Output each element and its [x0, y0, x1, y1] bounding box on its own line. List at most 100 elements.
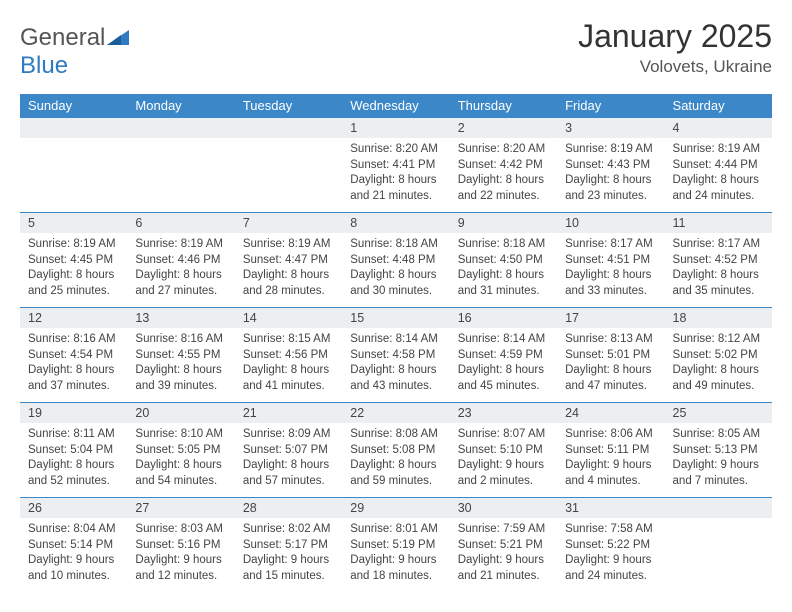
- sunrise-line: Sunrise: 8:13 AM: [565, 332, 656, 348]
- sunset-line: Sunset: 5:10 PM: [458, 443, 549, 459]
- day-header: Tuesday: [235, 94, 342, 118]
- sunrise-line: Sunrise: 8:11 AM: [28, 427, 119, 443]
- daylight-line: Daylight: 9 hours and 15 minutes.: [243, 553, 334, 584]
- day-number-cell: 15: [342, 308, 449, 329]
- daylight-line: Daylight: 8 hours and 28 minutes.: [243, 268, 334, 299]
- day-number-cell: 10: [557, 213, 664, 234]
- sunrise-line: Sunrise: 8:15 AM: [243, 332, 334, 348]
- sunset-line: Sunset: 4:48 PM: [350, 253, 441, 269]
- sunset-line: Sunset: 5:21 PM: [458, 538, 549, 554]
- day-content-cell: Sunrise: 8:16 AMSunset: 4:54 PMDaylight:…: [20, 328, 127, 403]
- daylight-line: Daylight: 8 hours and 52 minutes.: [28, 458, 119, 489]
- daylight-line: Daylight: 9 hours and 10 minutes.: [28, 553, 119, 584]
- week-content-row: Sunrise: 8:19 AMSunset: 4:45 PMDaylight:…: [20, 233, 772, 308]
- day-number-cell: 27: [127, 498, 234, 519]
- day-header: Saturday: [665, 94, 772, 118]
- daylight-line: Daylight: 8 hours and 27 minutes.: [135, 268, 226, 299]
- daylight-line: Daylight: 8 hours and 24 minutes.: [673, 173, 764, 204]
- header: GeneralBlue January 2025 Volovets, Ukrai…: [20, 18, 772, 80]
- day-number-cell: 24: [557, 403, 664, 424]
- daylight-line: Daylight: 8 hours and 22 minutes.: [458, 173, 549, 204]
- month-title: January 2025: [578, 18, 772, 55]
- day-content-cell: Sunrise: 8:05 AMSunset: 5:13 PMDaylight:…: [665, 423, 772, 498]
- day-content-cell: Sunrise: 8:07 AMSunset: 5:10 PMDaylight:…: [450, 423, 557, 498]
- sunset-line: Sunset: 4:56 PM: [243, 348, 334, 364]
- logo: GeneralBlue: [20, 24, 129, 80]
- day-number-cell: 2: [450, 118, 557, 139]
- daylight-line: Daylight: 8 hours and 57 minutes.: [243, 458, 334, 489]
- sunset-line: Sunset: 4:42 PM: [458, 158, 549, 174]
- day-content-cell: Sunrise: 8:17 AMSunset: 4:52 PMDaylight:…: [665, 233, 772, 308]
- day-number-cell: [665, 498, 772, 519]
- logo-text: GeneralBlue: [20, 24, 129, 80]
- day-number-cell: 26: [20, 498, 127, 519]
- day-number-cell: 28: [235, 498, 342, 519]
- day-number-cell: 11: [665, 213, 772, 234]
- sunrise-line: Sunrise: 8:19 AM: [243, 237, 334, 253]
- day-number-cell: 20: [127, 403, 234, 424]
- sunset-line: Sunset: 4:52 PM: [673, 253, 764, 269]
- sunset-line: Sunset: 5:13 PM: [673, 443, 764, 459]
- sunrise-line: Sunrise: 8:07 AM: [458, 427, 549, 443]
- day-number-cell: 6: [127, 213, 234, 234]
- day-content-cell: Sunrise: 8:19 AMSunset: 4:44 PMDaylight:…: [665, 138, 772, 213]
- day-content-cell: Sunrise: 8:18 AMSunset: 4:50 PMDaylight:…: [450, 233, 557, 308]
- day-number-cell: 14: [235, 308, 342, 329]
- day-content-cell: Sunrise: 8:01 AMSunset: 5:19 PMDaylight:…: [342, 518, 449, 592]
- sunrise-line: Sunrise: 8:19 AM: [673, 142, 764, 158]
- day-content-cell: Sunrise: 7:58 AMSunset: 5:22 PMDaylight:…: [557, 518, 664, 592]
- daylight-line: Daylight: 8 hours and 45 minutes.: [458, 363, 549, 394]
- day-content-cell: Sunrise: 8:19 AMSunset: 4:47 PMDaylight:…: [235, 233, 342, 308]
- sunrise-line: Sunrise: 8:08 AM: [350, 427, 441, 443]
- day-number-cell: [235, 118, 342, 139]
- day-content-cell: Sunrise: 8:17 AMSunset: 4:51 PMDaylight:…: [557, 233, 664, 308]
- day-content-cell: Sunrise: 8:20 AMSunset: 4:42 PMDaylight:…: [450, 138, 557, 213]
- calendar-head: SundayMondayTuesdayWednesdayThursdayFrid…: [20, 94, 772, 118]
- day-header: Sunday: [20, 94, 127, 118]
- sunset-line: Sunset: 4:47 PM: [243, 253, 334, 269]
- logo-word-a: General: [20, 24, 105, 51]
- sunrise-line: Sunrise: 8:18 AM: [458, 237, 549, 253]
- day-number-cell: 4: [665, 118, 772, 139]
- daylight-line: Daylight: 8 hours and 47 minutes.: [565, 363, 656, 394]
- sunrise-line: Sunrise: 8:14 AM: [458, 332, 549, 348]
- daylight-line: Daylight: 8 hours and 49 minutes.: [673, 363, 764, 394]
- day-number-cell: 16: [450, 308, 557, 329]
- sunrise-line: Sunrise: 8:12 AM: [673, 332, 764, 348]
- day-number-cell: 30: [450, 498, 557, 519]
- day-number-cell: 7: [235, 213, 342, 234]
- sunset-line: Sunset: 5:08 PM: [350, 443, 441, 459]
- sunset-line: Sunset: 4:50 PM: [458, 253, 549, 269]
- daylight-line: Daylight: 9 hours and 18 minutes.: [350, 553, 441, 584]
- day-number-cell: 13: [127, 308, 234, 329]
- sunrise-line: Sunrise: 8:19 AM: [565, 142, 656, 158]
- day-number-cell: 1: [342, 118, 449, 139]
- daylight-line: Daylight: 9 hours and 2 minutes.: [458, 458, 549, 489]
- daylight-line: Daylight: 9 hours and 7 minutes.: [673, 458, 764, 489]
- sunset-line: Sunset: 5:05 PM: [135, 443, 226, 459]
- calendar-body: 1234 Sunrise: 8:20 AMSunset: 4:41 PMDayl…: [20, 118, 772, 593]
- sunrise-line: Sunrise: 8:04 AM: [28, 522, 119, 538]
- sunset-line: Sunset: 4:59 PM: [458, 348, 549, 364]
- sunrise-line: Sunrise: 8:18 AM: [350, 237, 441, 253]
- week-content-row: Sunrise: 8:04 AMSunset: 5:14 PMDaylight:…: [20, 518, 772, 592]
- sunrise-line: Sunrise: 8:06 AM: [565, 427, 656, 443]
- sunrise-line: Sunrise: 8:16 AM: [28, 332, 119, 348]
- sunset-line: Sunset: 4:44 PM: [673, 158, 764, 174]
- sunrise-line: Sunrise: 8:17 AM: [673, 237, 764, 253]
- sunrise-line: Sunrise: 8:20 AM: [350, 142, 441, 158]
- sunrise-line: Sunrise: 8:17 AM: [565, 237, 656, 253]
- week-daynum-row: 262728293031: [20, 498, 772, 519]
- week-daynum-row: 1234: [20, 118, 772, 139]
- day-content-cell: Sunrise: 8:10 AMSunset: 5:05 PMDaylight:…: [127, 423, 234, 498]
- week-daynum-row: 12131415161718: [20, 308, 772, 329]
- daylight-line: Daylight: 8 hours and 37 minutes.: [28, 363, 119, 394]
- day-content-cell: Sunrise: 8:11 AMSunset: 5:04 PMDaylight:…: [20, 423, 127, 498]
- daylight-line: Daylight: 8 hours and 31 minutes.: [458, 268, 549, 299]
- day-number-cell: [20, 118, 127, 139]
- daylight-line: Daylight: 8 hours and 41 minutes.: [243, 363, 334, 394]
- day-content-cell: Sunrise: 8:14 AMSunset: 4:59 PMDaylight:…: [450, 328, 557, 403]
- sunset-line: Sunset: 5:01 PM: [565, 348, 656, 364]
- day-content-cell: [20, 138, 127, 213]
- daylight-line: Daylight: 8 hours and 25 minutes.: [28, 268, 119, 299]
